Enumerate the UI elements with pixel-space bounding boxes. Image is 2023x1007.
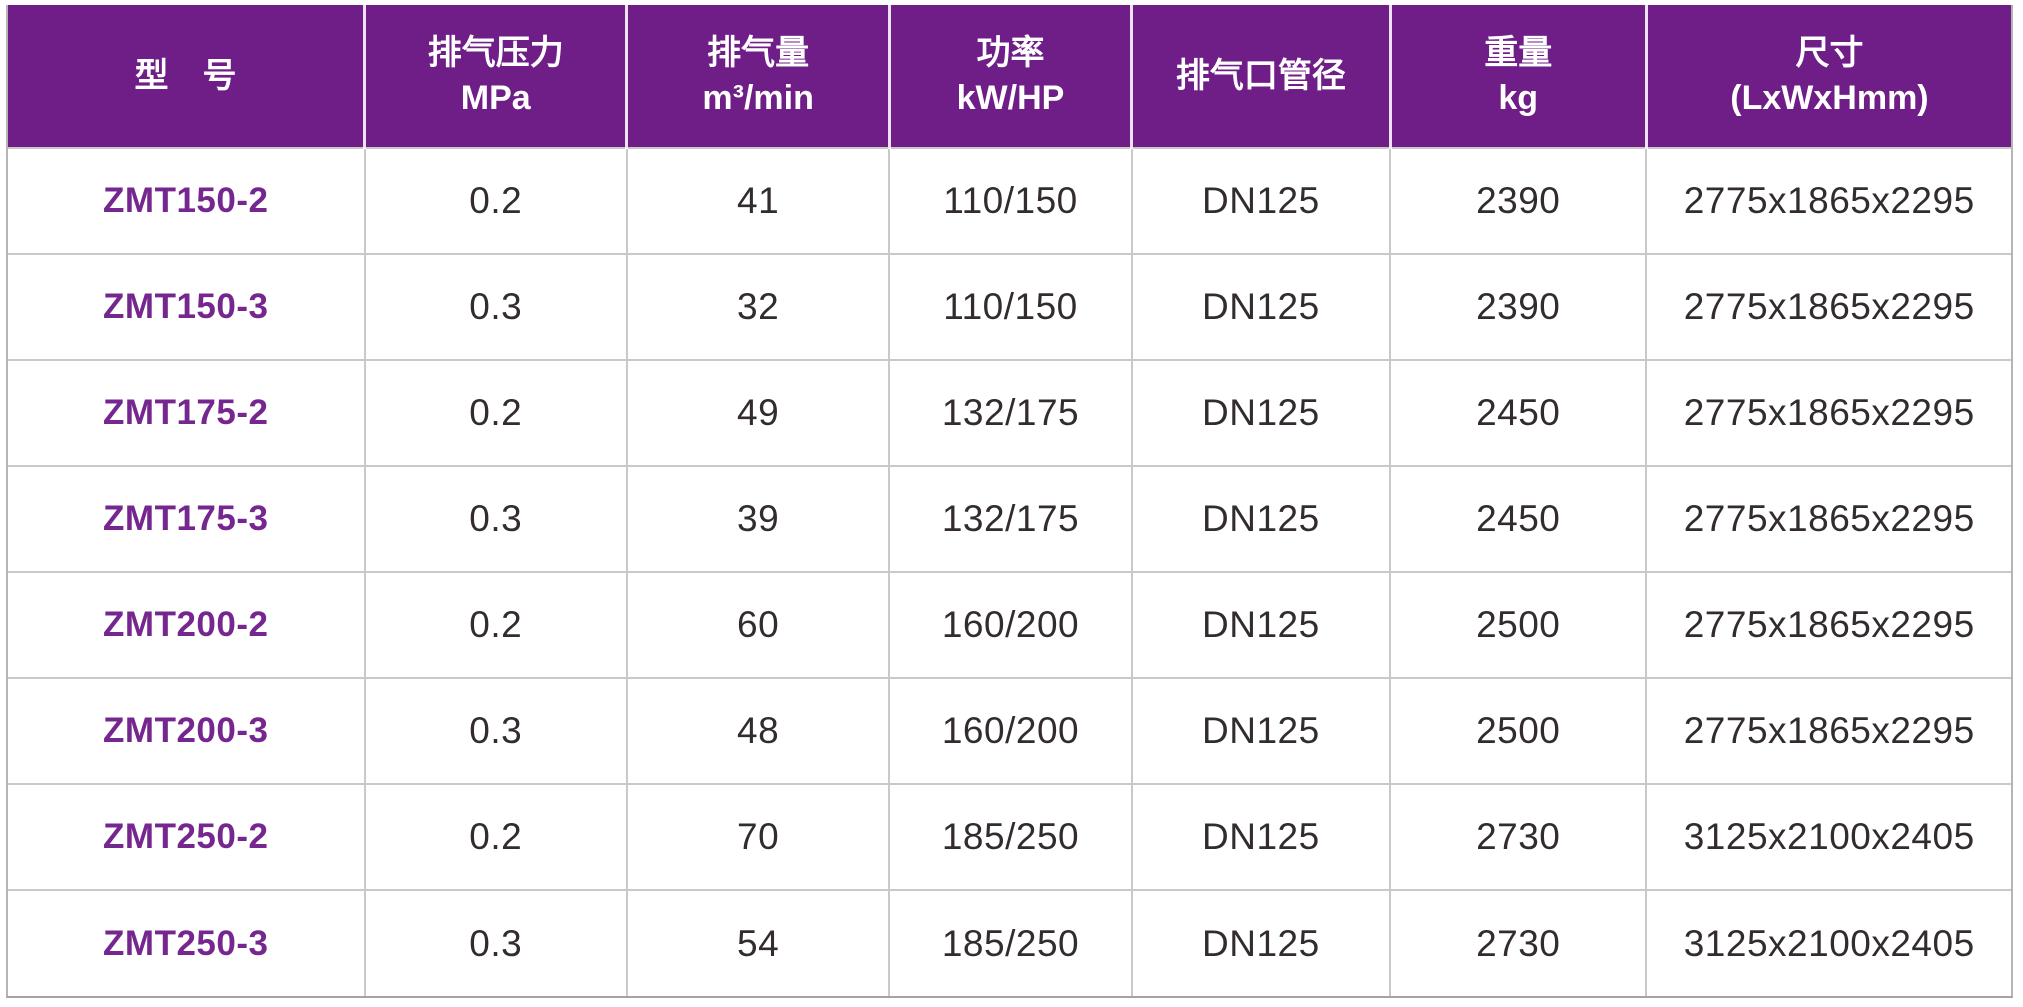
port-cell: DN125 — [1130, 253, 1392, 361]
model-cell: ZMT175-2 — [8, 359, 366, 467]
col-header-model: 型 号 — [8, 5, 365, 148]
model-cell: ZMT200-3 — [8, 677, 366, 785]
weight-cell: 2730 — [1389, 889, 1648, 996]
size-cell: 3125x2100x2405 — [1645, 889, 2011, 996]
table-row: ZMT150-3 0.3 32 110/150 DN125 2390 2775x… — [8, 253, 2011, 361]
port-cell: DN125 — [1130, 147, 1392, 255]
size-cell: 2775x1865x2295 — [1645, 359, 2011, 467]
table-row: ZMT175-3 0.3 39 132/175 DN125 2450 2775x… — [8, 465, 2011, 573]
size-cell: 2775x1865x2295 — [1645, 677, 2011, 785]
size-cell: 2775x1865x2295 — [1645, 147, 2011, 255]
col-header-pressure-line1: 排气压力 — [427, 34, 564, 73]
flow-cell: 41 — [625, 147, 891, 255]
table-row: ZMT250-3 0.3 54 185/250 DN125 2730 3125x… — [8, 889, 2011, 996]
pressure-cell: 0.3 — [363, 889, 628, 996]
col-header-size: 尺寸 (LxWxHmm) — [1644, 5, 2011, 148]
model-cell: ZMT150-3 — [8, 253, 366, 361]
col-header-weight-line1: 重量 — [1484, 34, 1553, 73]
port-cell: DN125 — [1130, 677, 1392, 785]
flow-cell: 39 — [625, 465, 891, 573]
model-cell: ZMT200-2 — [8, 571, 366, 679]
power-cell: 132/175 — [888, 359, 1133, 467]
col-header-pressure: 排气压力 MPa — [363, 5, 627, 148]
port-cell: DN125 — [1130, 571, 1392, 679]
weight-cell: 2390 — [1389, 253, 1648, 361]
table-row: ZMT250-2 0.2 70 185/250 DN125 2730 3125x… — [8, 783, 2011, 891]
power-cell: 132/175 — [888, 465, 1133, 573]
col-header-size-line2: (LxWxHmm) — [1730, 79, 1929, 117]
flow-cell: 48 — [625, 677, 891, 785]
model-cell: ZMT250-2 — [8, 783, 366, 891]
weight-cell: 2500 — [1389, 677, 1648, 785]
weight-cell: 2500 — [1389, 571, 1648, 679]
pressure-cell: 0.3 — [363, 253, 628, 361]
col-header-flow-line2: m³/min — [702, 79, 814, 117]
pressure-cell: 0.2 — [363, 783, 628, 891]
table-row: ZMT200-3 0.3 48 160/200 DN125 2500 2775x… — [8, 677, 2011, 785]
col-header-flow-line1: 排气量 — [707, 34, 810, 73]
col-header-port: 排气口管径 — [1130, 5, 1391, 148]
port-cell: DN125 — [1130, 889, 1392, 996]
compressor-spec-table: 型 号 排气压力 MPa 排气量 m³/min 功率 kW/HP 排气口管径 重量 kg — [8, 5, 2011, 996]
table-row: ZMT175-2 0.2 49 132/175 DN125 2450 2775x… — [8, 359, 2011, 467]
col-header-pressure-line2: MPa — [460, 79, 531, 117]
col-header-weight: 重量 kg — [1388, 5, 1647, 148]
power-cell: 160/200 — [888, 571, 1133, 679]
power-cell: 185/250 — [888, 783, 1133, 891]
table-row: ZMT150-2 0.2 41 110/150 DN125 2390 2775x… — [8, 147, 2011, 255]
power-cell: 110/150 — [888, 147, 1133, 255]
flow-cell: 32 — [625, 253, 891, 361]
flow-cell: 70 — [625, 783, 891, 891]
pressure-cell: 0.2 — [363, 571, 628, 679]
weight-cell: 2450 — [1389, 465, 1648, 573]
col-header-model-line1: 型 号 — [134, 56, 237, 95]
weight-cell: 2390 — [1389, 147, 1648, 255]
header-row: 型 号 排气压力 MPa 排气量 m³/min 功率 kW/HP 排气口管径 重量 kg — [8, 5, 2011, 148]
model-cell: ZMT150-2 — [8, 147, 366, 255]
pressure-cell: 0.2 — [363, 147, 628, 255]
flow-cell: 60 — [625, 571, 891, 679]
pressure-cell: 0.2 — [363, 359, 628, 467]
size-cell: 2775x1865x2295 — [1645, 465, 2011, 573]
col-header-power-line2: kW/HP — [956, 79, 1065, 117]
port-cell: DN125 — [1130, 359, 1392, 467]
col-header-flow: 排气量 m³/min — [625, 5, 890, 148]
port-cell: DN125 — [1130, 783, 1392, 891]
flow-cell: 54 — [625, 889, 891, 996]
col-header-size-line1: 尺寸 — [1795, 34, 1864, 73]
power-cell: 160/200 — [888, 677, 1133, 785]
pressure-cell: 0.3 — [363, 677, 628, 785]
table-row: ZMT200-2 0.2 60 160/200 DN125 2500 2775x… — [8, 571, 2011, 679]
size-cell: 2775x1865x2295 — [1645, 571, 2011, 679]
power-cell: 185/250 — [888, 889, 1133, 996]
size-cell: 3125x2100x2405 — [1645, 783, 2011, 891]
col-header-power-line1: 功率 — [976, 34, 1045, 73]
col-header-weight-line2: kg — [1498, 79, 1539, 117]
port-cell: DN125 — [1130, 465, 1392, 573]
model-cell: ZMT250-3 — [8, 889, 366, 996]
weight-cell: 2450 — [1389, 359, 1648, 467]
spec-table-container: 型 号 排气压力 MPa 排气量 m³/min 功率 kW/HP 排气口管径 重量 kg — [6, 5, 2013, 998]
pressure-cell: 0.3 — [363, 465, 628, 573]
flow-cell: 49 — [625, 359, 891, 467]
col-header-power: 功率 kW/HP — [887, 5, 1132, 148]
col-header-port-line1: 排气口管径 — [1175, 56, 1346, 95]
weight-cell: 2730 — [1389, 783, 1648, 891]
size-cell: 2775x1865x2295 — [1645, 253, 2011, 361]
power-cell: 110/150 — [888, 253, 1133, 361]
model-cell: ZMT175-3 — [8, 465, 366, 573]
